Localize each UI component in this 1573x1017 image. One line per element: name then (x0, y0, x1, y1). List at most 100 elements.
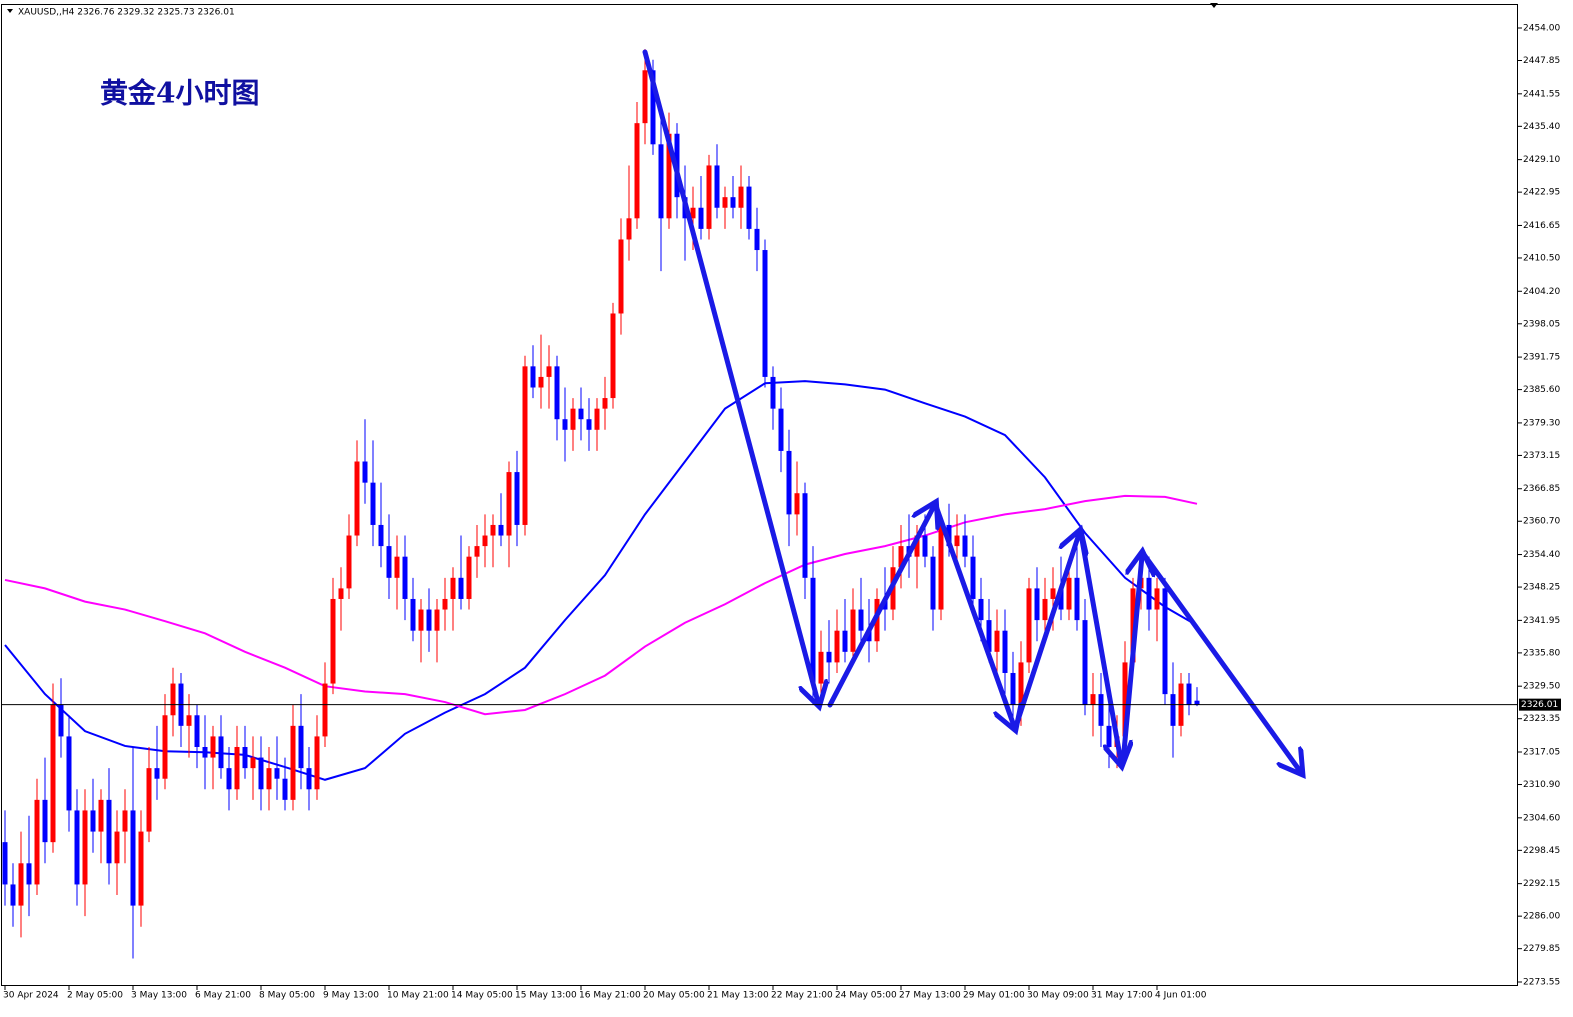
candle-body (66, 736, 72, 811)
candle-body (1170, 694, 1176, 726)
y-tick-label: 2422.95 (1523, 188, 1560, 198)
candle-body (642, 70, 648, 124)
candle-body (802, 493, 808, 578)
candle-body (1018, 662, 1024, 705)
candle-body (586, 419, 592, 430)
candle-body (50, 704, 56, 843)
candle-body (826, 651, 832, 663)
candle-body (714, 165, 720, 208)
y-tick-label: 2341.95 (1523, 616, 1560, 626)
y-tick-label: 2404.20 (1523, 287, 1560, 297)
x-tick-label: 31 May 17:00 (1091, 991, 1153, 1001)
arrow (827, 506, 934, 708)
candle-body (90, 810, 96, 832)
candle-body (754, 228, 760, 251)
candle-body (1122, 662, 1128, 737)
y-tick-label: 2273.55 (1523, 977, 1560, 987)
y-tick-label: 2304.60 (1523, 813, 1560, 823)
arrow (642, 49, 818, 702)
candle-body (186, 715, 192, 726)
candle-body (58, 704, 64, 737)
header: XAUUSD,,H4 2326.76 2329.32 2325.73 2326.… (18, 8, 235, 18)
candle-body (658, 144, 664, 219)
candle-body (1026, 588, 1032, 663)
candle-body (618, 239, 624, 314)
x-tick-label: 8 May 05:00 (259, 991, 315, 1001)
y-tick-label: 2435.40 (1523, 122, 1560, 132)
y-tick-label: 2329.50 (1523, 682, 1560, 692)
candle-body (690, 207, 696, 219)
candle-body (458, 577, 464, 599)
candle-body (42, 799, 48, 843)
candle-body (650, 70, 656, 145)
x-tick-label: 29 May 01:00 (963, 991, 1025, 1001)
candle-body (506, 472, 512, 536)
x-tick-label: 9 May 13:00 (323, 991, 379, 1001)
candle-body (954, 535, 960, 547)
candle-body (850, 609, 856, 652)
candle-body (122, 810, 128, 832)
candle-body (858, 609, 864, 631)
candle-body (434, 609, 440, 631)
candle-body (1034, 588, 1040, 621)
candle-body (1082, 620, 1088, 705)
candle-body (138, 831, 144, 906)
candle-body (74, 810, 80, 885)
price-label: 2326.01 (1521, 700, 1558, 710)
y-tick-label: 2379.30 (1523, 418, 1560, 428)
candle-body (378, 524, 384, 547)
candle-body (746, 186, 752, 229)
candle-body (154, 768, 160, 779)
y-tick-label: 2360.70 (1523, 517, 1560, 527)
candle-body (210, 736, 216, 758)
candle-body (730, 197, 736, 208)
candle-body (322, 683, 328, 737)
candle-body (666, 133, 672, 219)
x-tick-label: 4 Jun 01:00 (1155, 991, 1207, 1001)
candle-body (26, 863, 32, 885)
candle-body (938, 524, 944, 610)
candle-body (10, 884, 16, 906)
candle-body (722, 197, 728, 208)
candle-body (242, 746, 248, 769)
candle-body (162, 715, 168, 779)
candle-body (1066, 577, 1072, 610)
x-tick-label: 2 May 05:00 (67, 991, 123, 1001)
candle-body (2, 842, 8, 885)
candle-body (226, 768, 232, 790)
candle-body (514, 472, 520, 525)
candle-body (202, 746, 208, 758)
y-tick-label: 2317.05 (1523, 748, 1560, 758)
candle-body (786, 450, 792, 515)
candle-body (170, 683, 176, 716)
candle-body (442, 598, 448, 610)
y-tick-label: 2354.40 (1523, 550, 1560, 560)
candle-body (522, 366, 528, 525)
y-tick-label: 2323.35 (1523, 714, 1560, 724)
candle-body (898, 546, 904, 568)
candle-body (194, 715, 200, 747)
arrow (933, 503, 1014, 726)
candle-body (1042, 598, 1048, 621)
candle-body (450, 577, 456, 599)
candle-body (402, 556, 408, 599)
candle-body (274, 768, 280, 779)
candle-body (114, 831, 120, 864)
candle-body (298, 725, 304, 769)
candle-body (970, 556, 976, 599)
x-tick-label: 16 May 21:00 (579, 991, 641, 1001)
x-tick-label: 3 May 13:00 (131, 991, 187, 1001)
candle-body (266, 768, 272, 790)
x-tick-label: 15 May 13:00 (515, 991, 577, 1001)
y-tick-label: 2373.15 (1523, 451, 1560, 461)
arrow (1142, 553, 1300, 771)
candle-body (1130, 588, 1136, 663)
candle-body (258, 757, 264, 790)
candle-body (578, 408, 584, 420)
y-tick-label: 2398.05 (1523, 319, 1560, 329)
y-tick-label: 2416.65 (1523, 221, 1560, 231)
candle-body (282, 778, 288, 800)
candle-body (34, 799, 40, 885)
candle-body (922, 535, 928, 557)
